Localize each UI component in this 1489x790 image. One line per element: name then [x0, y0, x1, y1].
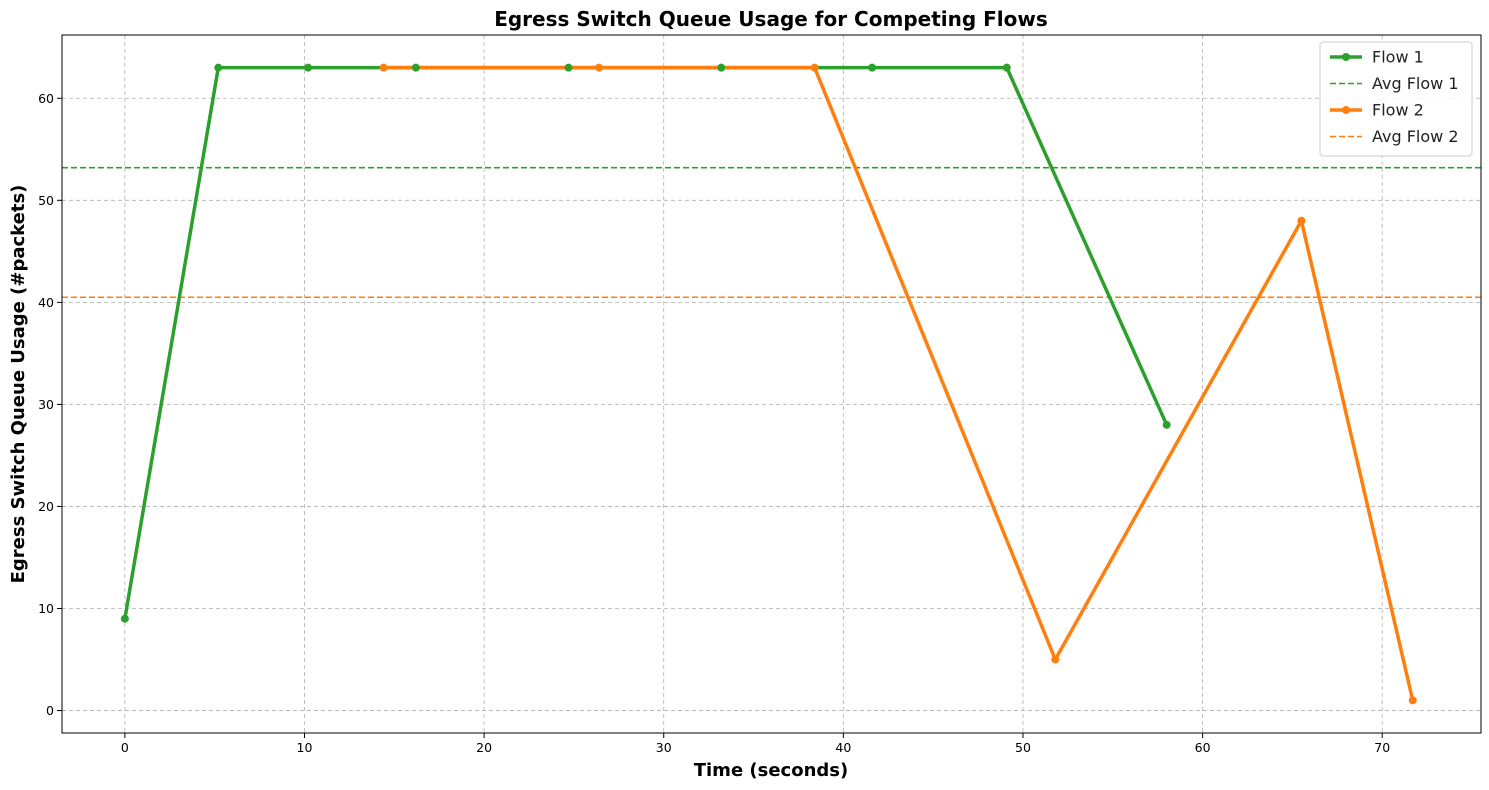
- data-point-flow-1: [120, 614, 129, 623]
- data-point-flow-2: [379, 63, 388, 72]
- data-point-flow-1: [868, 63, 877, 72]
- x-tick-label: 20: [476, 740, 492, 755]
- legend: Flow 1 Avg Flow 1 Flow 2 Avg Flow 2: [1319, 41, 1473, 157]
- data-point-flow-1: [304, 63, 313, 72]
- legend-box: [1319, 41, 1473, 157]
- y-tick-label: 50: [38, 193, 54, 208]
- data-point-flow-2: [1297, 216, 1306, 225]
- y-tick-label: 60: [38, 91, 54, 106]
- y-tick-label: 20: [38, 499, 54, 514]
- x-tick-label: 70: [1374, 740, 1390, 755]
- legend-label-flow-2: Flow 2: [1372, 101, 1424, 120]
- data-point-flow-1: [564, 63, 573, 72]
- legend-label-flow-1: Flow 1: [1372, 48, 1424, 67]
- data-point-flow-2: [595, 63, 604, 72]
- legend-swatch-flow-2: [1330, 106, 1362, 114]
- y-axis-label: Egress Switch Queue Usage (#packets): [8, 185, 29, 584]
- x-axis-ticks: 0 10 20 30 40 50 60 70: [121, 733, 1390, 755]
- x-tick-label: 0: [121, 740, 129, 755]
- grid: [62, 35, 1481, 733]
- data-point-flow-2: [1051, 655, 1060, 664]
- chart-title: Egress Switch Queue Usage for Competing …: [494, 7, 1048, 31]
- data-point-flow-1: [1002, 63, 1011, 72]
- x-tick-label: 50: [1015, 740, 1031, 755]
- series-lines: [123, 65, 1415, 701]
- data-point-flow-1: [1162, 420, 1171, 429]
- y-tick-label: 40: [38, 295, 54, 310]
- x-axis-label: Time (seconds): [694, 760, 849, 781]
- data-point-flow-2: [810, 63, 819, 72]
- y-tick-label: 10: [38, 601, 54, 616]
- series-line-flow-2: [383, 65, 1415, 701]
- plot-area: [61, 34, 1482, 734]
- legend-label-avg-flow-1: Avg Flow 1: [1372, 74, 1459, 93]
- y-axis-ticks: 0 10 20 30 40 50 60: [38, 91, 62, 718]
- y-tick-label: 30: [38, 397, 54, 412]
- series-line-flow-1: [123, 65, 1169, 620]
- data-point-flow-1: [411, 63, 420, 72]
- data-point-flow-1: [214, 63, 223, 72]
- series-markers: [120, 63, 1417, 705]
- data-point-flow-2: [1408, 696, 1417, 705]
- legend-swatch-flow-1: [1330, 53, 1362, 61]
- legend-label-avg-flow-2: Avg Flow 2: [1372, 127, 1459, 146]
- x-tick-label: 60: [1195, 740, 1211, 755]
- x-tick-label: 30: [656, 740, 672, 755]
- x-tick-label: 10: [297, 740, 313, 755]
- y-tick-label: 0: [46, 703, 54, 718]
- data-point-flow-1: [717, 63, 726, 72]
- average-lines: [62, 166, 1481, 299]
- x-tick-label: 40: [835, 740, 851, 755]
